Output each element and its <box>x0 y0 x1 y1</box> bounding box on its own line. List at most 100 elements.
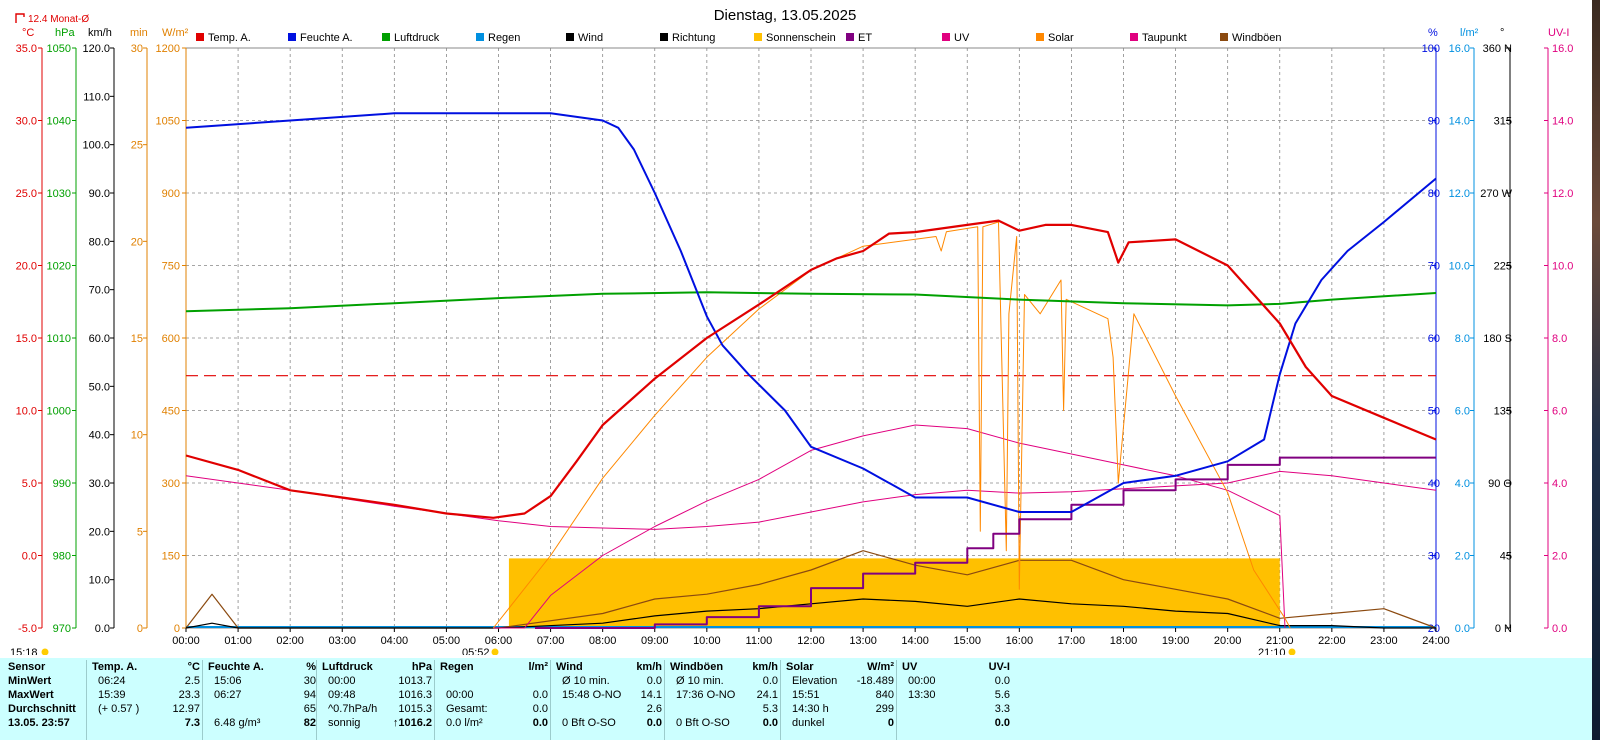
section-6-row-1-label: 15:51 <box>792 689 820 701</box>
legend-label-4: Wind <box>578 32 603 44</box>
section-7-row-2-value: 3.3 <box>994 703 1010 715</box>
axis-label-uv-6: 4.0 <box>1552 478 1567 490</box>
section-1-row-0-label: 15:06 <box>214 675 242 687</box>
axis-label-temp-4: 15.0 <box>16 333 37 345</box>
section-header-5: Windböen <box>670 661 724 673</box>
section-0-row-1-label: 15:39 <box>98 689 126 701</box>
section-6-row-2-value: 299 <box>875 703 894 715</box>
legend-label-5: Richtung <box>672 32 715 44</box>
section-0-row-2-label: (+ 0.57 ) <box>98 703 140 715</box>
section-6-row-0-label: Elevation <box>792 675 838 687</box>
section-0-row-3-value: 7.3 <box>184 717 200 729</box>
x-label-20: 20:00 <box>1214 635 1242 647</box>
axis-label-uv-0: 16.0 <box>1552 43 1573 55</box>
axis-label-rain-1: 14.0 <box>1449 116 1470 128</box>
section-unit-6: W/m² <box>867 661 894 673</box>
section-4-row-0-value: 0.0 <box>646 675 662 687</box>
legend-swatch-5 <box>660 33 668 41</box>
section-6-row-0-value: -18.489 <box>856 675 894 687</box>
section-3-row-1-label: 00:00 <box>446 689 474 701</box>
desktop-edge <box>1592 0 1600 740</box>
left-time-icon <box>41 648 49 655</box>
grid <box>186 48 1436 628</box>
axis-label-wind-0: 120.0 <box>82 43 110 55</box>
axis-label-direction-7: 45 <box>1500 551 1512 563</box>
axis-label-solar-3: 750 <box>162 261 180 273</box>
x-label-5: 05:00 <box>433 635 461 647</box>
axis-label-solar-6: 300 <box>162 478 180 490</box>
section-2-row-1-label: 09:48 <box>328 689 356 701</box>
axis-label-rain-5: 6.0 <box>1455 406 1470 418</box>
axis-label-uv-1: 14.0 <box>1552 116 1573 128</box>
axis-label-rain-6: 4.0 <box>1455 478 1470 490</box>
x-label-0: 00:00 <box>172 635 200 647</box>
section-header-2: Luftdruck <box>322 661 373 673</box>
axis-label-sunshine-1: 25 <box>131 140 143 152</box>
section-5-row-2-value: 5.3 <box>762 703 778 715</box>
axis-label-temp-7: 0.0 <box>22 551 37 563</box>
series-wind-avg <box>185 598 1436 629</box>
section-unit-3: l/m² <box>528 661 548 673</box>
section-7-row-0-value: 0.0 <box>994 675 1010 687</box>
section-0-row-0-value: 2.5 <box>184 675 200 687</box>
axis-label-sunshine-0: 30 <box>131 43 143 55</box>
axis-label-sunshine-3: 15 <box>131 333 143 345</box>
section-3-row-3-value: 0.0 <box>532 717 548 729</box>
section-separator <box>86 660 87 740</box>
axis-label-direction-2: 270 W <box>1480 188 1512 200</box>
axis-label-direction-3: 225 <box>1494 261 1512 273</box>
axis-label-solar-5: 450 <box>162 406 180 418</box>
section-4-row-0-label: Ø 10 min. <box>562 675 610 687</box>
axis-label-temp-8: -5.0 <box>18 623 37 635</box>
legend-label-6: Sonnenschein <box>766 32 836 44</box>
axis-label-temp-0: 35.0 <box>16 43 37 55</box>
section-2-row-3-value: ↑1016.2 <box>392 717 432 729</box>
x-label-21: 21:00 <box>1266 635 1294 647</box>
section-3-row-1-value: 0.0 <box>532 689 548 701</box>
axis-label-wind-12: 0.0 <box>95 623 110 635</box>
axis-label-humidity-5: 50 <box>1428 406 1440 418</box>
axis-label-wind-11: 10.0 <box>89 575 110 587</box>
x-label-8: 08:00 <box>589 635 617 647</box>
x-label-6: 06:00 <box>485 635 513 647</box>
chart-title: Dienstag, 13.05.2025 <box>714 7 857 24</box>
axis-label-sunshine-4: 10 <box>131 430 143 442</box>
axis-label-pressure-0: 1050 <box>47 43 71 55</box>
x-label-1: 01:00 <box>224 635 252 647</box>
axis-label-uv-5: 6.0 <box>1552 406 1567 418</box>
section-4-row-1-label: 15:48 O-NO <box>562 689 622 701</box>
axis-label-pressure-4: 1010 <box>47 333 71 345</box>
axis-label-humidity-1: 90 <box>1428 116 1440 128</box>
axis-label-pressure-5: 1000 <box>47 406 71 418</box>
axis-unit-sunshine: min <box>130 27 148 39</box>
axis-label-wind-8: 40.0 <box>89 430 110 442</box>
section-6-row-2-label: 14:30 h <box>792 703 829 715</box>
legend-label-0: Temp. A. <box>208 32 251 44</box>
section-3-row-3-label: 0.0 l/m² <box>446 717 483 729</box>
x-label-17: 17:00 <box>1058 635 1086 647</box>
axis-label-sunshine-6: 0 <box>137 623 143 635</box>
x-label-23: 23:00 <box>1370 635 1398 647</box>
axis-unit-uv: UV-I <box>1548 27 1569 39</box>
axis-label-pressure-2: 1030 <box>47 188 71 200</box>
axis-label-sunshine-2: 20 <box>131 236 143 248</box>
axis-label-wind-10: 20.0 <box>89 526 110 538</box>
axis-label-rain-2: 12.0 <box>1449 188 1470 200</box>
axis-label-pressure-6: 990 <box>53 478 71 490</box>
axis-unit-direction: ° <box>1500 27 1504 39</box>
axis-label-wind-6: 60.0 <box>89 333 110 345</box>
series-solar <box>492 221 1291 629</box>
axis-label-uv-2: 12.0 <box>1552 188 1573 200</box>
axis-label-pressure-3: 1020 <box>47 261 71 273</box>
legend-label-7: ET <box>858 32 872 44</box>
section-5-row-1-label: 17:36 O-NO <box>676 689 736 701</box>
legend-swatch-10 <box>1130 33 1138 41</box>
axis-unit-rain: l/m² <box>1460 27 1479 39</box>
legend-swatch-11 <box>1220 33 1228 41</box>
axis-label-humidity-8: 20 <box>1428 623 1440 635</box>
monthly-avg-icon <box>15 13 25 23</box>
section-1-row-1-value: 94 <box>303 689 316 701</box>
legend-swatch-2 <box>382 33 390 41</box>
axis-label-wind-9: 30.0 <box>89 478 110 490</box>
axis-label-wind-5: 70.0 <box>89 285 110 297</box>
